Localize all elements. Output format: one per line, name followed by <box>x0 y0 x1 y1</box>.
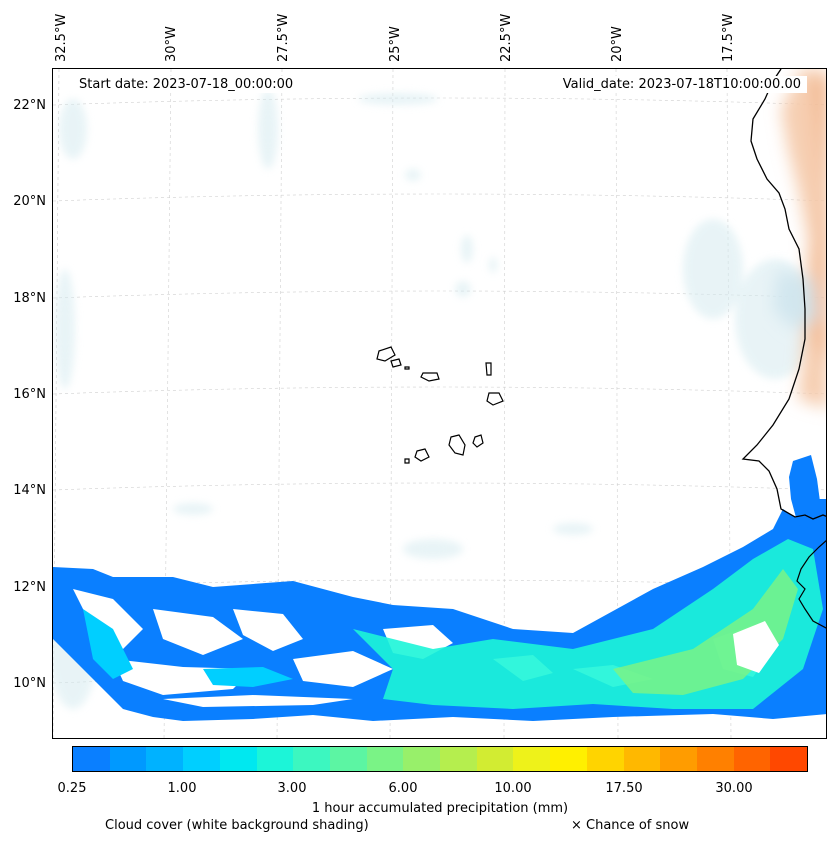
lat-label-14n: 14°N <box>13 483 46 498</box>
colorbar-swatch <box>329 747 367 771</box>
colorbar-swatch <box>256 747 294 771</box>
coastline <box>741 69 826 520</box>
colorbar-swatch <box>550 747 587 771</box>
lon-label-32-5w: 32.5°W <box>54 13 69 62</box>
colorbar-tick: 1.00 <box>167 781 197 796</box>
colorbar-swatch <box>146 747 184 771</box>
colorbar-swatch <box>623 747 661 771</box>
colorbar-swatch <box>366 747 404 771</box>
colorbar-swatch <box>440 747 477 771</box>
colorbar-swatch <box>733 747 771 771</box>
colorbar-tick: 10.00 <box>494 781 532 796</box>
colorbar-tick: 17.50 <box>605 781 643 796</box>
lon-label-20w: 20°W <box>610 26 625 62</box>
colorbar-swatch <box>219 747 257 771</box>
colorbar-swatch <box>73 747 110 771</box>
precip-band-mid-west <box>83 609 293 687</box>
colorbar-swatch <box>770 747 808 771</box>
colorbar-swatch <box>109 747 147 771</box>
map-canvas <box>53 69 826 738</box>
lon-label-17-5w: 17.5°W <box>721 13 736 62</box>
precip-gap-east <box>733 621 779 673</box>
map-panel[interactable] <box>52 68 827 739</box>
cloud-cover-caption: Cloud cover (white background shading) <box>105 818 369 833</box>
colorbar-swatch <box>476 747 514 771</box>
precipitation-colorbar <box>72 746 808 772</box>
snow-caption: × Chance of snow <box>571 818 690 833</box>
colorbar-tick: 0.25 <box>57 781 87 796</box>
colorbar-swatch <box>513 747 551 771</box>
colorbar-swatch <box>696 747 734 771</box>
lat-label-16n: 16°N <box>13 387 46 402</box>
cloud-cover-shading <box>53 89 815 709</box>
colorbar-tick: 6.00 <box>388 781 418 796</box>
start-date-label: Start date: 2023-07-18_00:00:00 <box>73 76 300 93</box>
lat-label-20n: 20°N <box>13 194 46 209</box>
colorbar-swatch <box>183 747 220 771</box>
lon-label-27-5w: 27.5°W <box>276 13 291 62</box>
lat-label-10n: 10°N <box>13 676 46 691</box>
lon-label-22-5w: 22.5°W <box>499 13 514 62</box>
lon-label-25w: 25°W <box>388 26 403 62</box>
land-warm-shading <box>773 69 826 409</box>
colorbar-swatch <box>660 747 697 771</box>
colorbar-swatch <box>293 747 330 771</box>
precip-coast-blob <box>789 455 821 529</box>
colorbar-swatch <box>586 747 624 771</box>
valid-date-label: Valid_date: 2023-07-18T10:00:00.00 <box>556 76 807 93</box>
colorbar-label: 1 hour accumulated precipitation (mm) <box>311 801 569 816</box>
lat-label-18n: 18°N <box>13 291 46 306</box>
lat-label-12n: 12°N <box>13 580 46 595</box>
cape-verde-islands <box>376 346 504 464</box>
lat-label-22n: 22°N <box>13 98 46 113</box>
colorbar-tick: 3.00 <box>277 781 307 796</box>
lon-label-30w: 30°W <box>164 26 179 62</box>
colorbar-tick: 30.00 <box>715 781 753 796</box>
coastline-south <box>796 539 826 629</box>
colorbar-swatch <box>403 747 441 771</box>
